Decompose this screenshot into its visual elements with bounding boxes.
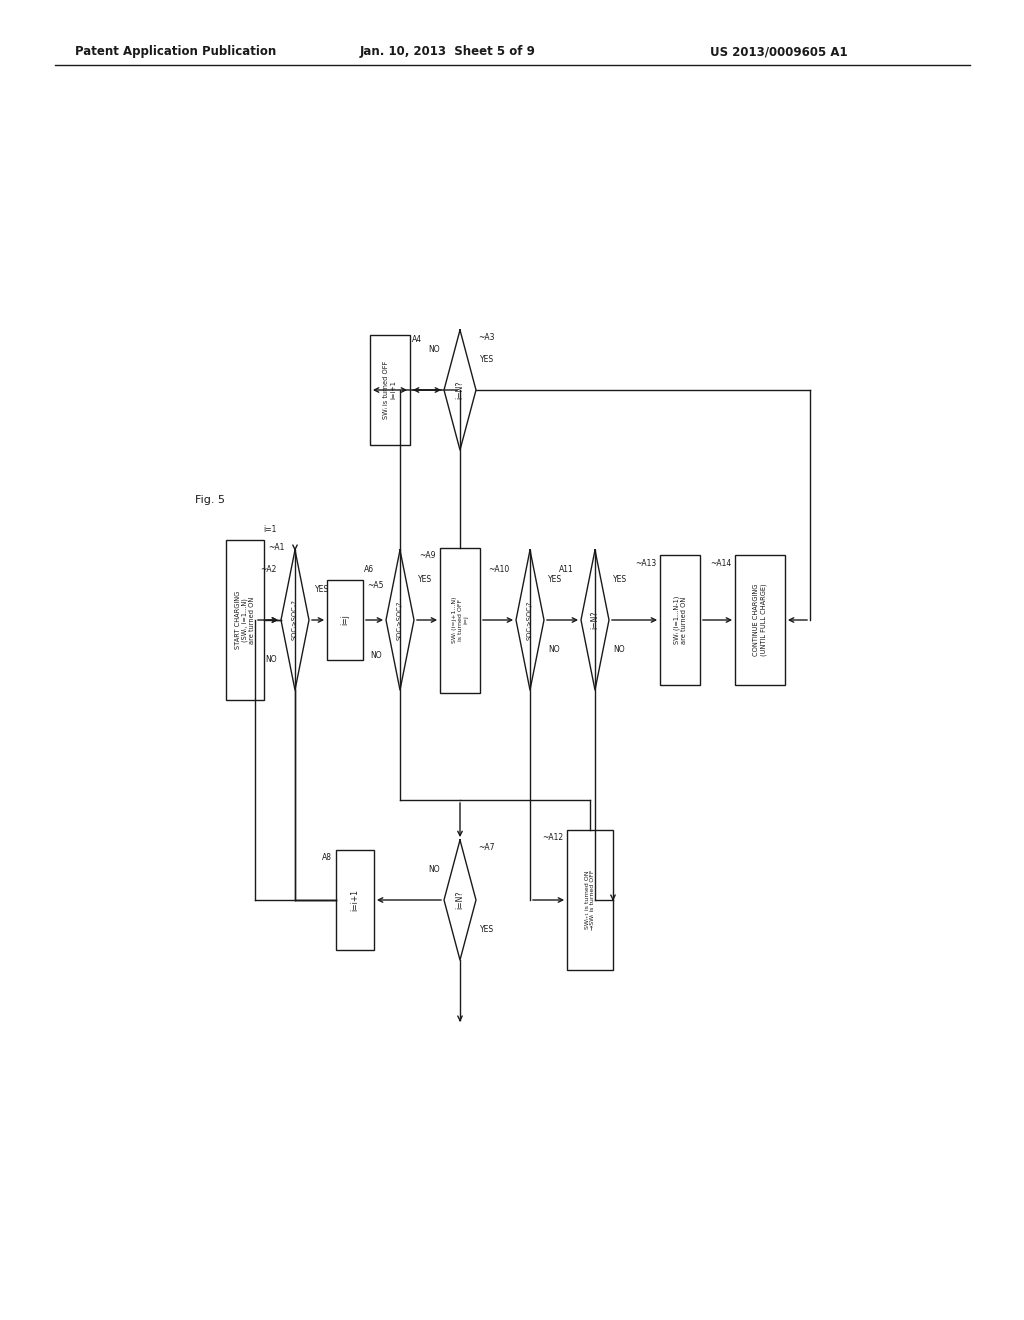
Text: ~A14: ~A14 bbox=[710, 558, 731, 568]
Text: NO: NO bbox=[548, 645, 560, 655]
Text: START CHARGING
(SWᵢ, i=1...N)
are turned ON: START CHARGING (SWᵢ, i=1...N) are turned… bbox=[234, 591, 255, 649]
Text: ~A5: ~A5 bbox=[367, 581, 384, 590]
Text: ~A12: ~A12 bbox=[542, 833, 563, 842]
Text: A11: A11 bbox=[559, 565, 573, 574]
Text: ~A7: ~A7 bbox=[478, 843, 495, 853]
Text: SWᵢ is turned OFF
i=i+1: SWᵢ is turned OFF i=i+1 bbox=[384, 360, 396, 420]
Bar bbox=[370, 335, 410, 445]
Polygon shape bbox=[516, 550, 544, 690]
Text: NO: NO bbox=[428, 866, 440, 874]
Text: YES: YES bbox=[315, 586, 329, 594]
Bar bbox=[567, 830, 613, 970]
Bar bbox=[226, 540, 264, 700]
Polygon shape bbox=[444, 330, 476, 450]
Text: SWᵢ (i=j+1...N)
is turned OFF
i=j: SWᵢ (i=j+1...N) is turned OFF i=j bbox=[452, 597, 468, 643]
Text: i=i+1: i=i+1 bbox=[350, 888, 359, 911]
Polygon shape bbox=[444, 840, 476, 960]
Polygon shape bbox=[281, 550, 309, 690]
Bar bbox=[735, 554, 785, 685]
Text: i=j: i=j bbox=[341, 615, 349, 626]
Bar bbox=[336, 850, 374, 950]
Text: YES: YES bbox=[613, 576, 627, 585]
Text: ~A2: ~A2 bbox=[261, 565, 278, 574]
Bar bbox=[660, 554, 700, 685]
Text: Fig. 5: Fig. 5 bbox=[195, 495, 225, 506]
Text: NO: NO bbox=[265, 656, 278, 664]
Bar bbox=[440, 548, 480, 693]
Text: YES: YES bbox=[548, 576, 562, 585]
Text: ~A9: ~A9 bbox=[420, 550, 436, 560]
Text: ~A1: ~A1 bbox=[268, 544, 285, 553]
Text: i=N?: i=N? bbox=[456, 380, 465, 399]
Text: ~A10: ~A10 bbox=[488, 565, 509, 574]
Text: SWᵢ₊₁ is turned ON
→SWᵢ is turned OFF: SWᵢ₊₁ is turned ON →SWᵢ is turned OFF bbox=[585, 870, 595, 931]
Text: YES: YES bbox=[480, 355, 495, 364]
Text: i=N?: i=N? bbox=[591, 611, 599, 630]
Bar bbox=[327, 579, 362, 660]
Text: i=1: i=1 bbox=[263, 525, 276, 535]
Text: SOCᵢ>SOCᵤ?: SOCᵢ>SOCᵤ? bbox=[292, 599, 298, 640]
Text: NO: NO bbox=[371, 651, 382, 660]
Text: A4: A4 bbox=[412, 335, 422, 345]
Polygon shape bbox=[581, 550, 609, 690]
Text: NO: NO bbox=[613, 645, 625, 655]
Text: CONTINUE CHARGING
(UNTIL FULL CHARGE): CONTINUE CHARGING (UNTIL FULL CHARGE) bbox=[754, 583, 767, 656]
Text: SWᵢ (i=1...N-1)
are turned ON: SWᵢ (i=1...N-1) are turned ON bbox=[673, 595, 687, 644]
Text: SOCᵢ>SOCⱼ?: SOCᵢ>SOCⱼ? bbox=[397, 601, 403, 640]
Text: US 2013/0009605 A1: US 2013/0009605 A1 bbox=[710, 45, 848, 58]
Text: SOCᵢ>SOCⱼ?: SOCᵢ>SOCⱼ? bbox=[527, 601, 534, 640]
Text: YES: YES bbox=[418, 576, 432, 585]
Text: A8: A8 bbox=[322, 854, 332, 862]
Text: Jan. 10, 2013  Sheet 5 of 9: Jan. 10, 2013 Sheet 5 of 9 bbox=[360, 45, 536, 58]
Text: i=N?: i=N? bbox=[456, 891, 465, 909]
Text: ~A13: ~A13 bbox=[635, 558, 656, 568]
Text: YES: YES bbox=[480, 925, 495, 935]
Text: A6: A6 bbox=[364, 565, 374, 574]
Text: NO: NO bbox=[428, 346, 440, 355]
Text: ~A3: ~A3 bbox=[478, 334, 495, 342]
Polygon shape bbox=[386, 550, 414, 690]
Text: Patent Application Publication: Patent Application Publication bbox=[75, 45, 276, 58]
